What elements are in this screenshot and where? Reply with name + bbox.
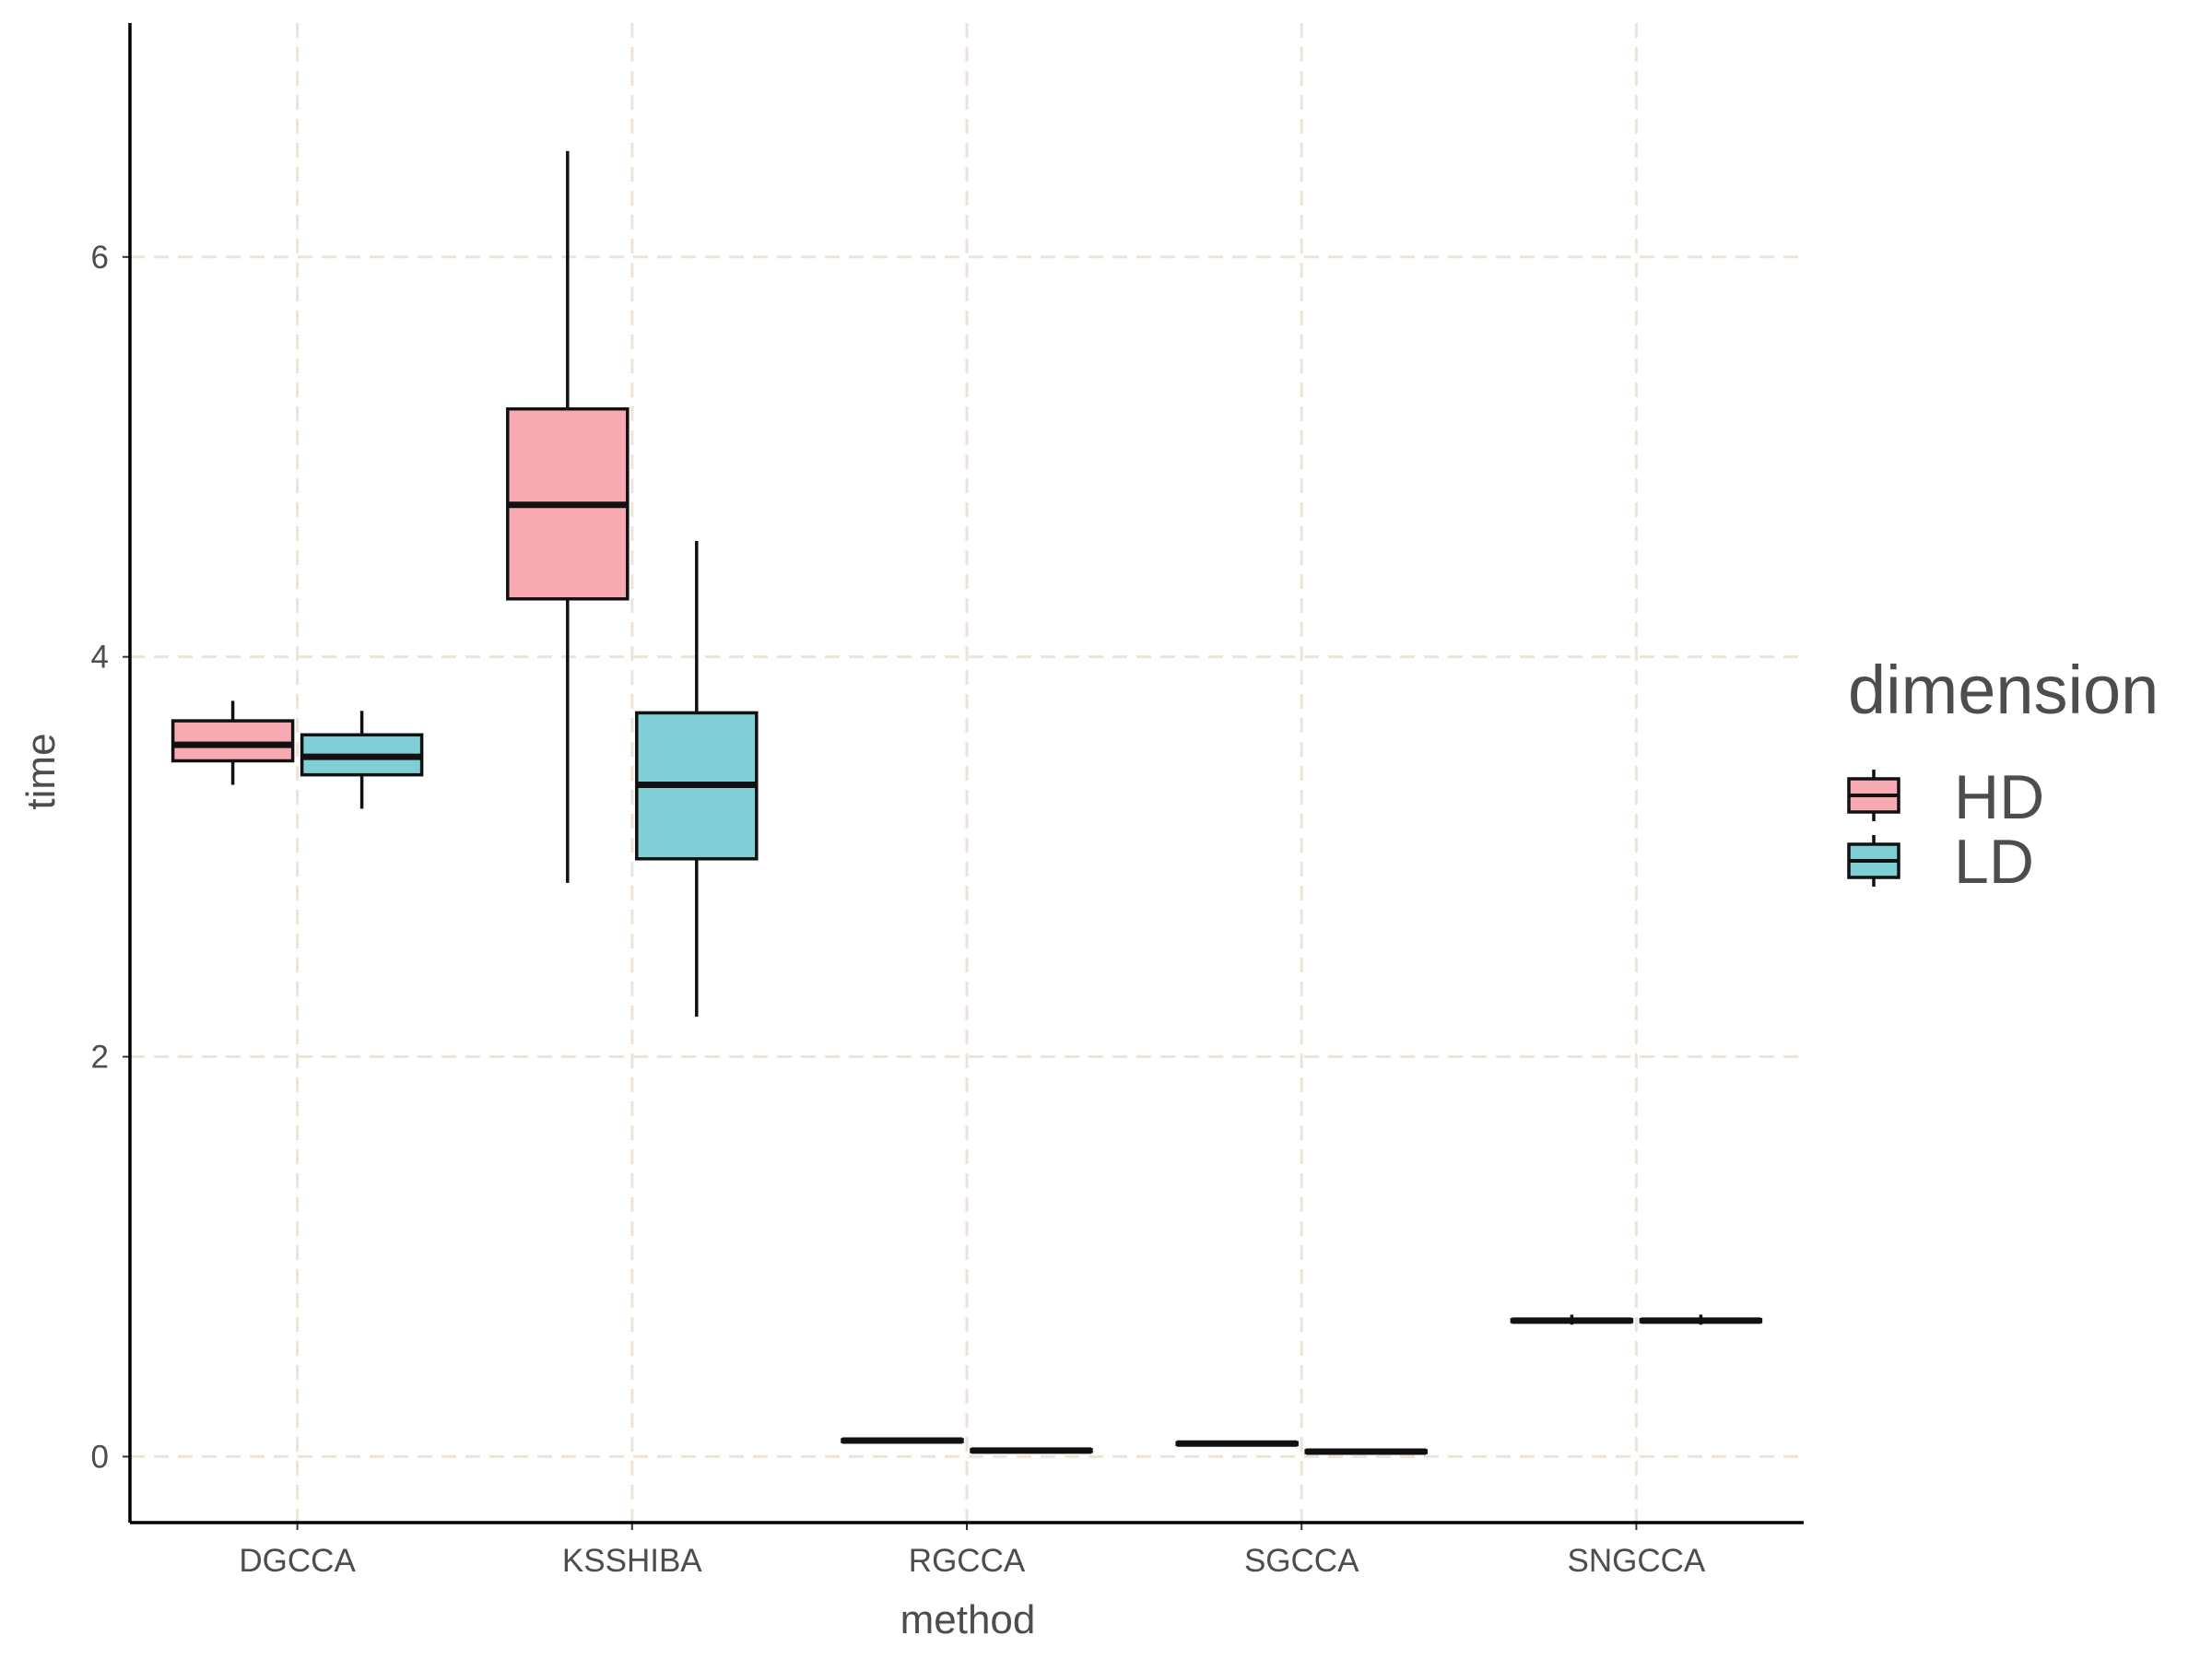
x-tick-label-dgcca: DGCCA — [239, 1543, 356, 1579]
legend: dimension HD LD — [1847, 652, 2159, 897]
y-tick-label-0: 0 — [91, 1439, 109, 1475]
axes — [123, 23, 1804, 1530]
y-tick-label-6: 6 — [91, 240, 109, 276]
legend-title: dimension — [1848, 652, 2159, 728]
x-tick-label-sngcca: SNGCCA — [1568, 1543, 1706, 1579]
x-tick-label-sgcca: SGCCA — [1244, 1543, 1359, 1579]
y-axis-title: time — [18, 733, 64, 809]
legend-keys — [1847, 770, 1900, 887]
legend-label-hd: HD — [1954, 762, 2044, 832]
x-tick-label-ksshiba: KSSHIBA — [562, 1543, 702, 1579]
y-tick-label-4: 4 — [91, 640, 109, 676]
y-tick-label-2: 2 — [91, 1040, 109, 1076]
grid-lines — [130, 23, 1804, 1523]
box-hd-dgcca — [171, 719, 295, 763]
x-tick-label-rgcca: RGCCA — [909, 1543, 1026, 1579]
box-plot-series — [171, 150, 1763, 1455]
tick-labels: 0 2 4 6 DGCCA KSSHIBA RGCCA SGCCA SNGCCA — [91, 240, 1706, 1579]
x-axis-title: method — [900, 1597, 1036, 1642]
legend-label-ld: LD — [1954, 827, 2034, 897]
